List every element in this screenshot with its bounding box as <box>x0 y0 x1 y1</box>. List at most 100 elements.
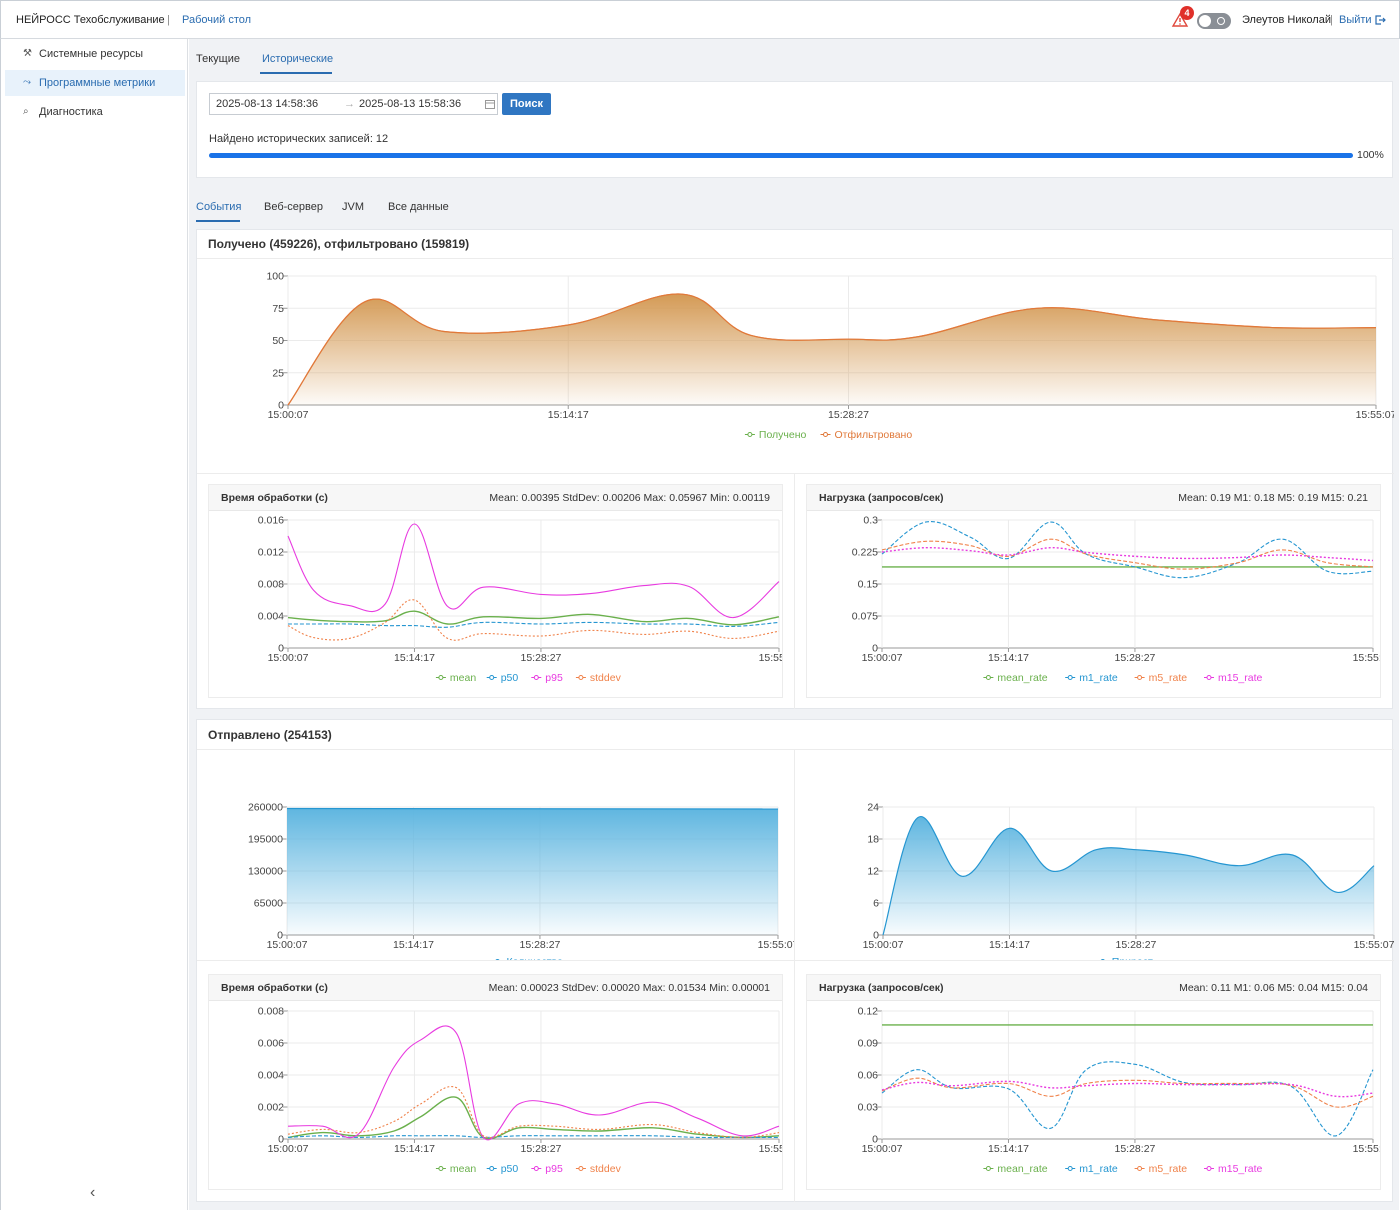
divider <box>794 474 795 709</box>
tab-current[interactable]: Текущие <box>196 53 240 65</box>
alert-bell-icon[interactable] <box>1171 11 1189 29</box>
legend-label: Прирост <box>1112 956 1153 960</box>
y-tick-label: 195000 <box>248 834 283 846</box>
series-area-Количество <box>287 808 778 935</box>
legend-item-m15_rate: m15_rate <box>1204 1163 1263 1175</box>
subtab-jvm[interactable]: JVM <box>342 201 364 213</box>
theme-toggle[interactable] <box>1197 13 1231 29</box>
legend-marker <box>489 1166 495 1171</box>
load1-header: Нагрузка (запросов/сек) Mean: 0.19 M1: 0… <box>807 485 1380 511</box>
y-tick-label: 18 <box>867 834 879 846</box>
legend-label: stddev <box>590 672 622 684</box>
desktop-link[interactable]: Рабочий стол <box>182 14 252 26</box>
subtab-events[interactable]: События <box>196 201 242 213</box>
progress-bar <box>209 153 1353 158</box>
y-tick-label: 0.09 <box>858 1038 879 1050</box>
load1-panel: Нагрузка (запросов/сек) Mean: 0.19 M1: 0… <box>806 484 1381 698</box>
legend-item-mean_rate: mean_rate <box>983 1163 1048 1175</box>
sidebar-item-system-resources[interactable]: ⚒ Системные ресурсы <box>5 41 185 67</box>
x-tick-label: 15:14:17 <box>393 939 434 951</box>
legend-label: p95 <box>545 1163 563 1175</box>
y-tick-label: 0 <box>872 643 878 655</box>
logout-icon[interactable] <box>1374 14 1386 26</box>
x-tick-label: 15:14:17 <box>394 652 435 664</box>
tab-underline <box>260 72 332 74</box>
load1-stats: Mean: 0.19 M1: 0.18 M5: 0.19 M15: 0.21 <box>1178 492 1368 504</box>
calendar-icon[interactable] <box>485 99 495 109</box>
subtab-all-data[interactable]: Все данные <box>388 201 449 213</box>
legend-marker <box>533 1166 539 1171</box>
proc2-stats: Mean: 0.00023 StdDev: 0.00020 Max: 0.015… <box>488 982 770 994</box>
subtab-web-server[interactable]: Веб-сервер <box>264 201 323 213</box>
series-line-p95 <box>287 523 780 619</box>
proc1-header: Время обработки (с) Mean: 0.00395 StdDev… <box>209 485 782 511</box>
legend-label: p95 <box>545 672 563 684</box>
x-tick-label: 15:28:27 <box>1116 939 1157 951</box>
sidebar-item-label: Диагностика <box>39 106 103 118</box>
x-tick-label: 15:14:17 <box>988 1143 1029 1155</box>
series-line-stddev <box>287 1086 780 1138</box>
divider <box>197 473 1394 474</box>
subtab-underline <box>196 220 240 222</box>
y-tick-label: 65000 <box>254 898 283 910</box>
legend-label: mean <box>450 1163 476 1175</box>
toggle-off-icon <box>1217 17 1225 25</box>
series-line-p50 <box>288 621 780 628</box>
x-tick-label: 15:55:07 <box>758 939 794 951</box>
toggle-knob <box>1199 15 1211 27</box>
x-tick-label: 15:55:07 <box>1353 1143 1380 1155</box>
legend-item-stddev: stddev <box>575 672 622 684</box>
sidebar-item-program-metrics[interactable]: ⤳ Программные метрики <box>5 70 185 96</box>
sent-growth-chart: 0 6 12 18 24 15:00:07 15:14:17 15:28:27 15:55:07… <box>863 802 1394 960</box>
legend-label: mean_rate <box>997 672 1047 684</box>
proc1-stats: Mean: 0.00395 StdDev: 0.00206 Max: 0.059… <box>489 492 770 504</box>
y-tick-label: 6 <box>873 898 879 910</box>
legend-label: stddev <box>590 1163 622 1175</box>
load1-title: Нагрузка (запросов/сек) <box>819 492 944 504</box>
legend-item-m1_rate: m1_rate <box>1065 1163 1118 1175</box>
legend-item-m5_rate: m5_rate <box>1134 672 1188 684</box>
proc1-panel: Время обработки (с) Mean: 0.00395 StdDev… <box>208 484 783 698</box>
legend-marker <box>1067 675 1073 680</box>
title-separator: | <box>167 14 170 26</box>
date-from-field[interactable]: 2025-08-13 14:58:36 <box>216 98 319 110</box>
y-tick-label: 0.075 <box>852 611 878 623</box>
x-tick-label: 15:14:17 <box>548 409 589 421</box>
sidebar-item-label: Системные ресурсы <box>39 48 143 60</box>
sidebar-item-label: Программные метрики <box>39 77 156 89</box>
divider <box>794 750 795 1202</box>
x-tick-label: 15:55:07 <box>1353 652 1380 664</box>
load1-chart: 0 0.075 0.15 0.225 0.3 15:00:07 15:14:17 15:28:… <box>852 515 1380 685</box>
sidebar-collapse-icon[interactable]: ‹ <box>90 1184 96 1201</box>
x-tick-label: 15:00:07 <box>862 1143 903 1155</box>
y-tick-label: 50 <box>272 335 284 347</box>
x-tick-label: 15:28:27 <box>521 1143 562 1155</box>
legend-label: m5_rate <box>1149 672 1188 684</box>
x-tick-label: 15:00:07 <box>268 409 309 421</box>
main-content: Текущие Исторические 2025-08-13 14:58:36… <box>189 39 1399 1210</box>
search-button[interactable]: Поиск <box>502 93 551 115</box>
y-tick-label: 0 <box>278 400 284 412</box>
sidebar-item-diagnostics[interactable]: ⌕ Диагностика <box>5 99 185 125</box>
legend-label: m1_rate <box>1079 1163 1118 1175</box>
date-range-input[interactable]: 2025-08-13 14:58:36 → 2025-08-13 15:58:3… <box>209 93 498 115</box>
y-tick-label: 0.012 <box>258 547 284 559</box>
legend-marker <box>1067 1166 1073 1171</box>
y-tick-label: 0 <box>872 1134 878 1146</box>
logout-link[interactable]: Выйти <box>1339 14 1372 26</box>
x-tick-label: 15:00:07 <box>862 652 903 664</box>
y-tick-label: 130000 <box>248 866 283 878</box>
tab-historical[interactable]: Исторические <box>262 53 334 65</box>
legend-marker <box>578 1166 584 1171</box>
x-tick-label: 15:00:07 <box>268 652 309 664</box>
series-line-p50 <box>287 1135 779 1139</box>
y-tick-label: 0.225 <box>852 547 878 559</box>
legend-marker <box>1137 1166 1143 1171</box>
y-tick-label: 0 <box>278 1134 284 1146</box>
divider <box>197 749 1394 750</box>
y-tick-label: 0.12 <box>858 1006 879 1018</box>
date-to-field[interactable]: 2025-08-13 15:58:36 <box>359 98 462 110</box>
legend-item-mean_rate: mean_rate <box>983 672 1048 684</box>
legend-label: m15_rate <box>1218 1163 1263 1175</box>
y-tick-label: 0.15 <box>858 579 879 591</box>
